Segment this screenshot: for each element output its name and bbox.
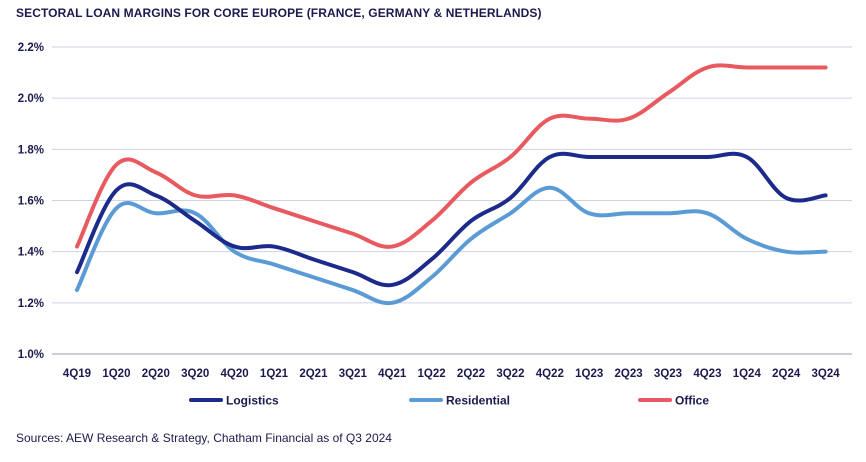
x-tick-label: 3Q23 [654, 368, 682, 380]
x-tick-label: 4Q23 [693, 368, 721, 380]
x-tick-label: 2Q23 [615, 368, 643, 380]
chart-title: SECTORAL LOAN MARGINS FOR CORE EUROPE (F… [16, 6, 542, 20]
x-tick-label: 2Q20 [142, 368, 170, 380]
legend-label-logistics: Logistics [226, 394, 279, 408]
series-line-logistics [75, 151, 828, 288]
x-tick-label: 3Q21 [339, 368, 368, 380]
series-line-office [75, 63, 828, 249]
x-tick-label: 3Q20 [181, 368, 209, 380]
x-tick-label: 2Q22 [457, 368, 485, 380]
y-tick-label: 1.0% [18, 349, 44, 361]
y-tick-label: 1.8% [18, 144, 44, 156]
y-tick-label: 2.2% [18, 42, 44, 54]
x-tick-label: 1Q23 [575, 368, 603, 380]
y-tick-label: 1.4% [18, 247, 44, 259]
x-tick-label: 4Q22 [536, 368, 564, 380]
y-tick-label: 2.0% [18, 93, 44, 105]
x-tick-label: 1Q22 [418, 368, 446, 380]
x-tick-label: 1Q21 [260, 368, 289, 380]
legend-label-residential: Residential [446, 394, 510, 408]
source-note: Sources: AEW Research & Strategy, Chatha… [16, 431, 392, 445]
x-tick-label: 4Q20 [221, 368, 249, 380]
x-tick-label: 2Q24 [772, 368, 801, 380]
x-tick-label: 3Q22 [496, 368, 524, 380]
y-tick-label: 1.2% [18, 298, 44, 310]
series-line-residential [75, 185, 828, 306]
x-tick-label: 3Q24 [812, 368, 841, 380]
x-tick-label: 1Q24 [733, 368, 762, 380]
y-tick-label: 1.6% [18, 196, 44, 208]
x-tick-label: 4Q19 [63, 368, 91, 380]
legend-label-office: Office [675, 394, 709, 408]
x-tick-label: 1Q20 [102, 368, 130, 380]
x-tick-label: 2Q21 [299, 368, 328, 380]
x-tick-label: 4Q21 [378, 368, 407, 380]
